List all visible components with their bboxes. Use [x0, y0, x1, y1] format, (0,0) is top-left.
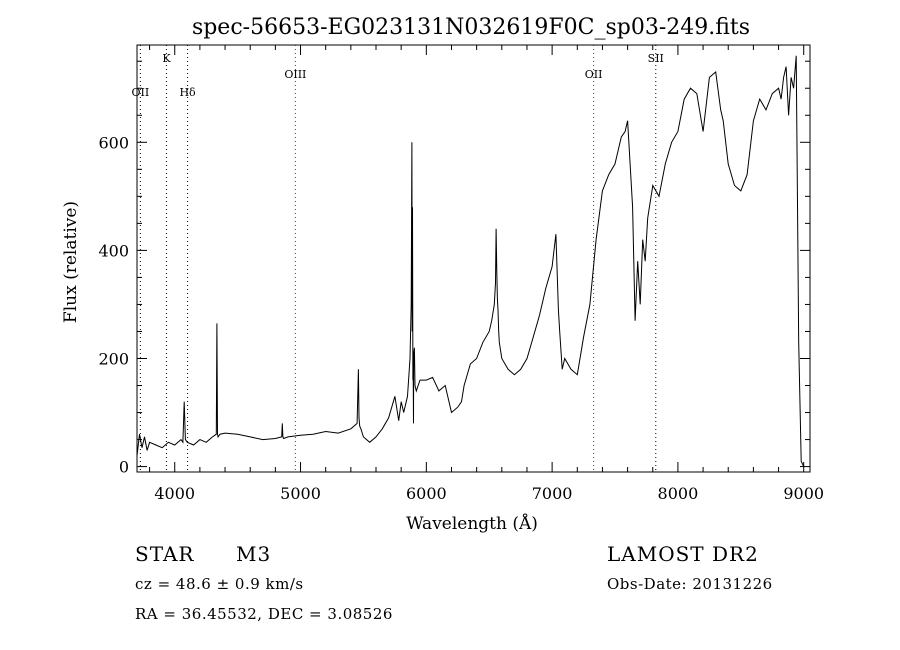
- axis-ticks: 4000 5000 6000 7000 8000 9000 0 200 400 600: [98, 45, 824, 503]
- marker-label: OII: [132, 86, 150, 99]
- x-tick-label: 4000: [154, 484, 195, 503]
- marker-label: OII: [585, 68, 603, 81]
- y-tick-label: 200: [98, 349, 129, 368]
- redshift-velocity: cz = 48.6 ± 0.9 km/s: [135, 575, 304, 593]
- observation-date: Obs-Date: 20131226: [607, 575, 773, 593]
- y-tick-label: 400: [98, 241, 129, 260]
- x-tick-label: 8000: [658, 484, 699, 503]
- x-tick-label: 5000: [280, 484, 321, 503]
- y-axis-label: Flux (relative): [61, 201, 81, 323]
- marker-label: Hδ: [179, 86, 196, 99]
- survey-release: LAMOST DR2: [607, 542, 759, 566]
- x-tick-label: 6000: [406, 484, 447, 503]
- x-tick-label: 7000: [532, 484, 573, 503]
- y-tick-label: 0: [119, 458, 129, 477]
- spectrum-line: [136, 55, 805, 467]
- emission-line-markers: OII K Hδ OIII OII SII: [132, 45, 664, 472]
- x-tick-label: 9000: [783, 484, 824, 503]
- marker-label: K: [162, 52, 171, 65]
- sky-coordinates: RA = 36.45532, DEC = 3.08526: [135, 605, 393, 623]
- object-class: STAR: [135, 542, 195, 566]
- chart-title: spec-56653-EG023131N032619F0C_sp03-249.f…: [192, 15, 750, 40]
- plot-frame: [136, 44, 811, 473]
- marker-label: OIII: [284, 68, 306, 81]
- y-tick-label: 600: [98, 133, 129, 152]
- x-axis-label: Wavelength (Å): [406, 513, 538, 534]
- object-subclass: M3: [236, 542, 272, 566]
- marker-label: SII: [648, 52, 664, 65]
